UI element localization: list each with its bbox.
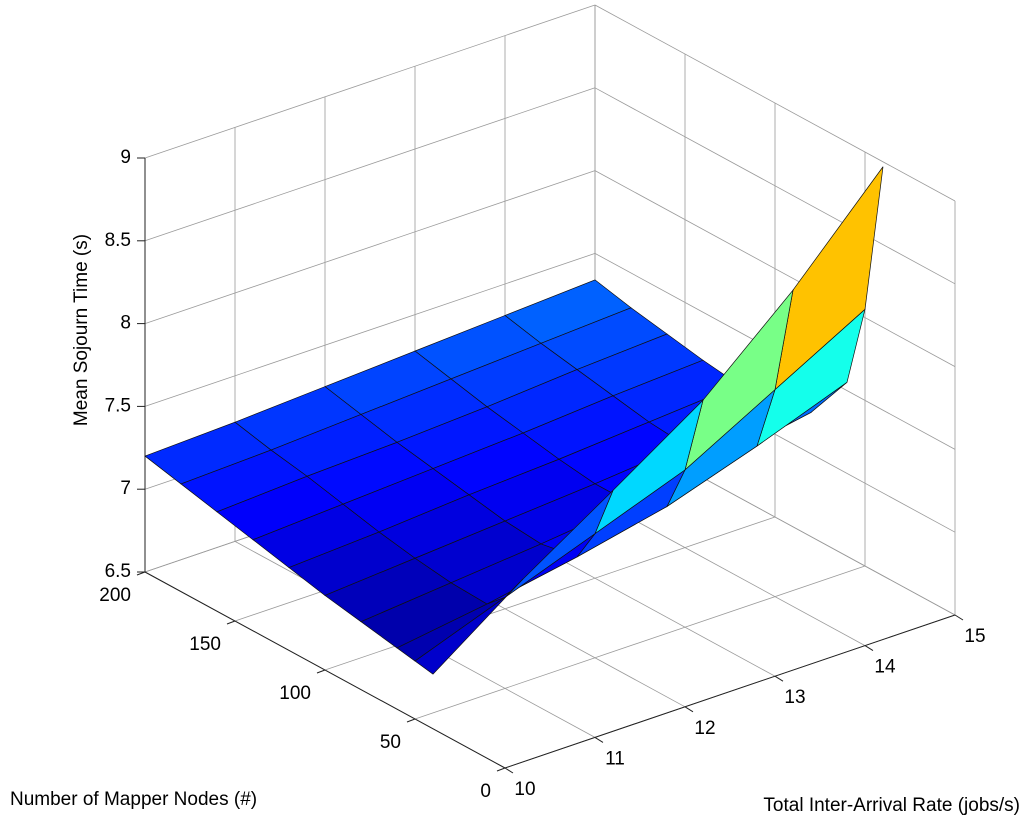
x-tick <box>684 706 694 713</box>
y-tick <box>226 620 236 625</box>
x-axis-label: Total Inter-Arrival Rate (jobs/s) <box>763 795 1020 816</box>
x-tick-label: 13 <box>784 687 805 708</box>
z-tick-label: 9 <box>120 147 131 168</box>
y-tick-label: 150 <box>189 634 221 655</box>
y-tick-label: 0 <box>480 781 491 802</box>
x-tick <box>594 736 604 743</box>
y-tick <box>316 669 326 674</box>
z-tick-label: 7.5 <box>105 395 131 416</box>
z-tick-label: 8.5 <box>105 230 131 251</box>
x-tick-label: 10 <box>514 779 535 800</box>
grid-line <box>594 87 956 285</box>
z-tick-label: 6.5 <box>105 561 131 582</box>
grid-line <box>144 170 596 324</box>
x-tick <box>504 767 514 774</box>
grid-line <box>414 565 866 720</box>
axis-line <box>504 614 956 769</box>
x-tick-label: 11 <box>605 748 625 769</box>
y-tick <box>406 718 416 723</box>
grid-line <box>594 170 956 367</box>
y-axis-label: Number of Mapper Nodes (#) <box>10 789 257 810</box>
x-tick-label: 12 <box>694 718 715 739</box>
z-axis-label: Mean Sojourn Time (s) <box>71 234 92 426</box>
x-tick-label: 15 <box>964 626 985 647</box>
grid-line <box>594 4 956 202</box>
z-tick-label: 8 <box>120 313 131 334</box>
x-tick <box>864 645 874 652</box>
grid-line <box>144 4 596 159</box>
x-tick <box>954 614 964 621</box>
x-tick <box>774 675 784 682</box>
x-tick-label: 14 <box>874 657 896 678</box>
y-tick-label: 200 <box>99 585 131 606</box>
grid-line <box>144 87 596 242</box>
surface-patch <box>414 578 524 675</box>
y-tick-label: 50 <box>380 732 401 753</box>
z-tick-label: 7 <box>120 478 131 499</box>
y-tick <box>496 767 506 772</box>
grid-line <box>144 253 596 407</box>
y-tick-label: 100 <box>279 683 311 704</box>
